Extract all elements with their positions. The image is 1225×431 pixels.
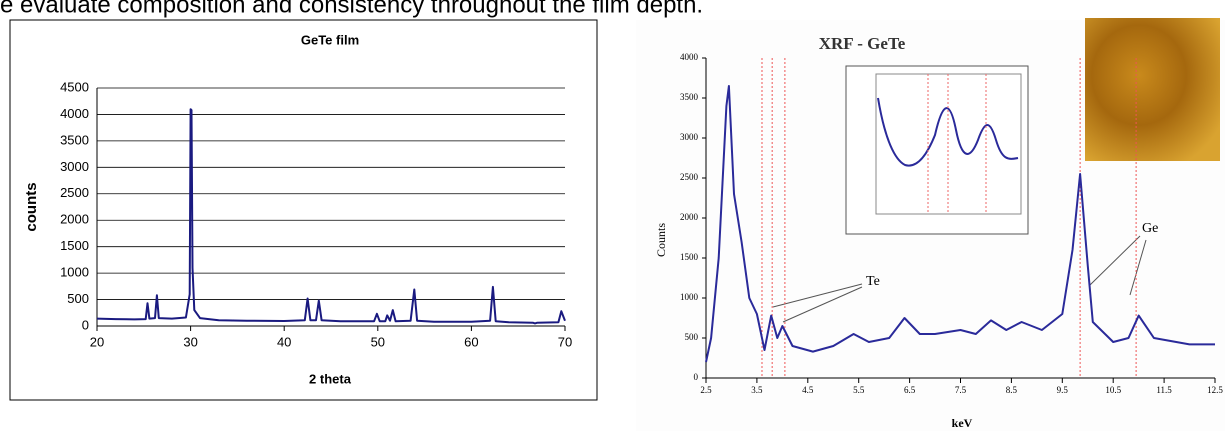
- annotation-arrow: [1129, 239, 1147, 296]
- x-tick-label: 20: [90, 334, 104, 349]
- x-tick-label: 50: [371, 334, 385, 349]
- inset-curve: [877, 97, 1019, 167]
- annotation-arrow: [772, 283, 863, 308]
- y-tick-label: 500: [685, 332, 699, 342]
- y-axis-title: counts: [23, 182, 40, 231]
- y-tick-label: 3500: [60, 132, 89, 147]
- sample-photo: [1085, 18, 1220, 161]
- y-tick-label: 500: [67, 291, 89, 306]
- y-tick-label: 2500: [680, 172, 699, 182]
- y-tick-label: 0: [82, 317, 89, 332]
- heading: e evaluate composition and consistency t…: [0, 0, 703, 18]
- y-tick-label: 2500: [60, 185, 89, 200]
- data-line: [705, 85, 1215, 363]
- annotation: Te: [866, 274, 880, 289]
- x-tick-label: 2.5: [700, 385, 712, 395]
- x-tick-label: 6.5: [904, 385, 916, 395]
- y-axis-title: Counts: [654, 223, 668, 257]
- chart-title: GeTe film: [301, 32, 359, 47]
- x-tick-label: 10.5: [1105, 385, 1121, 395]
- data-line: [96, 108, 566, 325]
- y-tick-label: 1000: [60, 265, 89, 280]
- x-tick-label: 11.5: [1156, 385, 1172, 395]
- x-tick-label: 8.5: [1006, 385, 1018, 395]
- x-tick-label: 5.5: [853, 385, 865, 395]
- y-tick-label: 3000: [60, 159, 89, 174]
- x-axis-title: keV: [952, 416, 973, 430]
- x-tick-label: 4.5: [802, 385, 814, 395]
- x-tick-label: 12.5: [1207, 385, 1223, 395]
- x-tick-label: 70: [558, 334, 572, 349]
- chart-title: XRF - GeTe: [819, 34, 906, 53]
- x-tick-label: 60: [464, 334, 478, 349]
- y-tick-label: 2000: [680, 212, 699, 222]
- x-tick-label: 9.5: [1057, 385, 1069, 395]
- x-tick-label: 30: [183, 334, 197, 349]
- y-tick-label: 1500: [60, 238, 89, 253]
- x-tick-label: 40: [277, 334, 291, 349]
- y-tick-label: 0: [694, 372, 699, 382]
- y-tick-label: 3500: [680, 92, 699, 102]
- x-axis-title: 2 theta: [309, 371, 352, 386]
- y-tick-label: 4000: [680, 52, 699, 62]
- y-tick-label: 2000: [60, 212, 89, 227]
- chart-frame: [9, 19, 598, 401]
- y-tick-label: 1000: [680, 292, 699, 302]
- annotation: Ge: [1142, 221, 1158, 236]
- annotation-arrow: [782, 286, 863, 323]
- y-tick-label: 3000: [680, 132, 699, 142]
- y-tick-label: 4500: [60, 79, 89, 94]
- x-tick-label: 3.5: [751, 385, 763, 395]
- annotation-arrow: [1089, 235, 1141, 286]
- y-tick-label: 4000: [60, 106, 89, 121]
- y-tick-label: 1500: [680, 252, 699, 262]
- x-tick-label: 7.5: [955, 385, 967, 395]
